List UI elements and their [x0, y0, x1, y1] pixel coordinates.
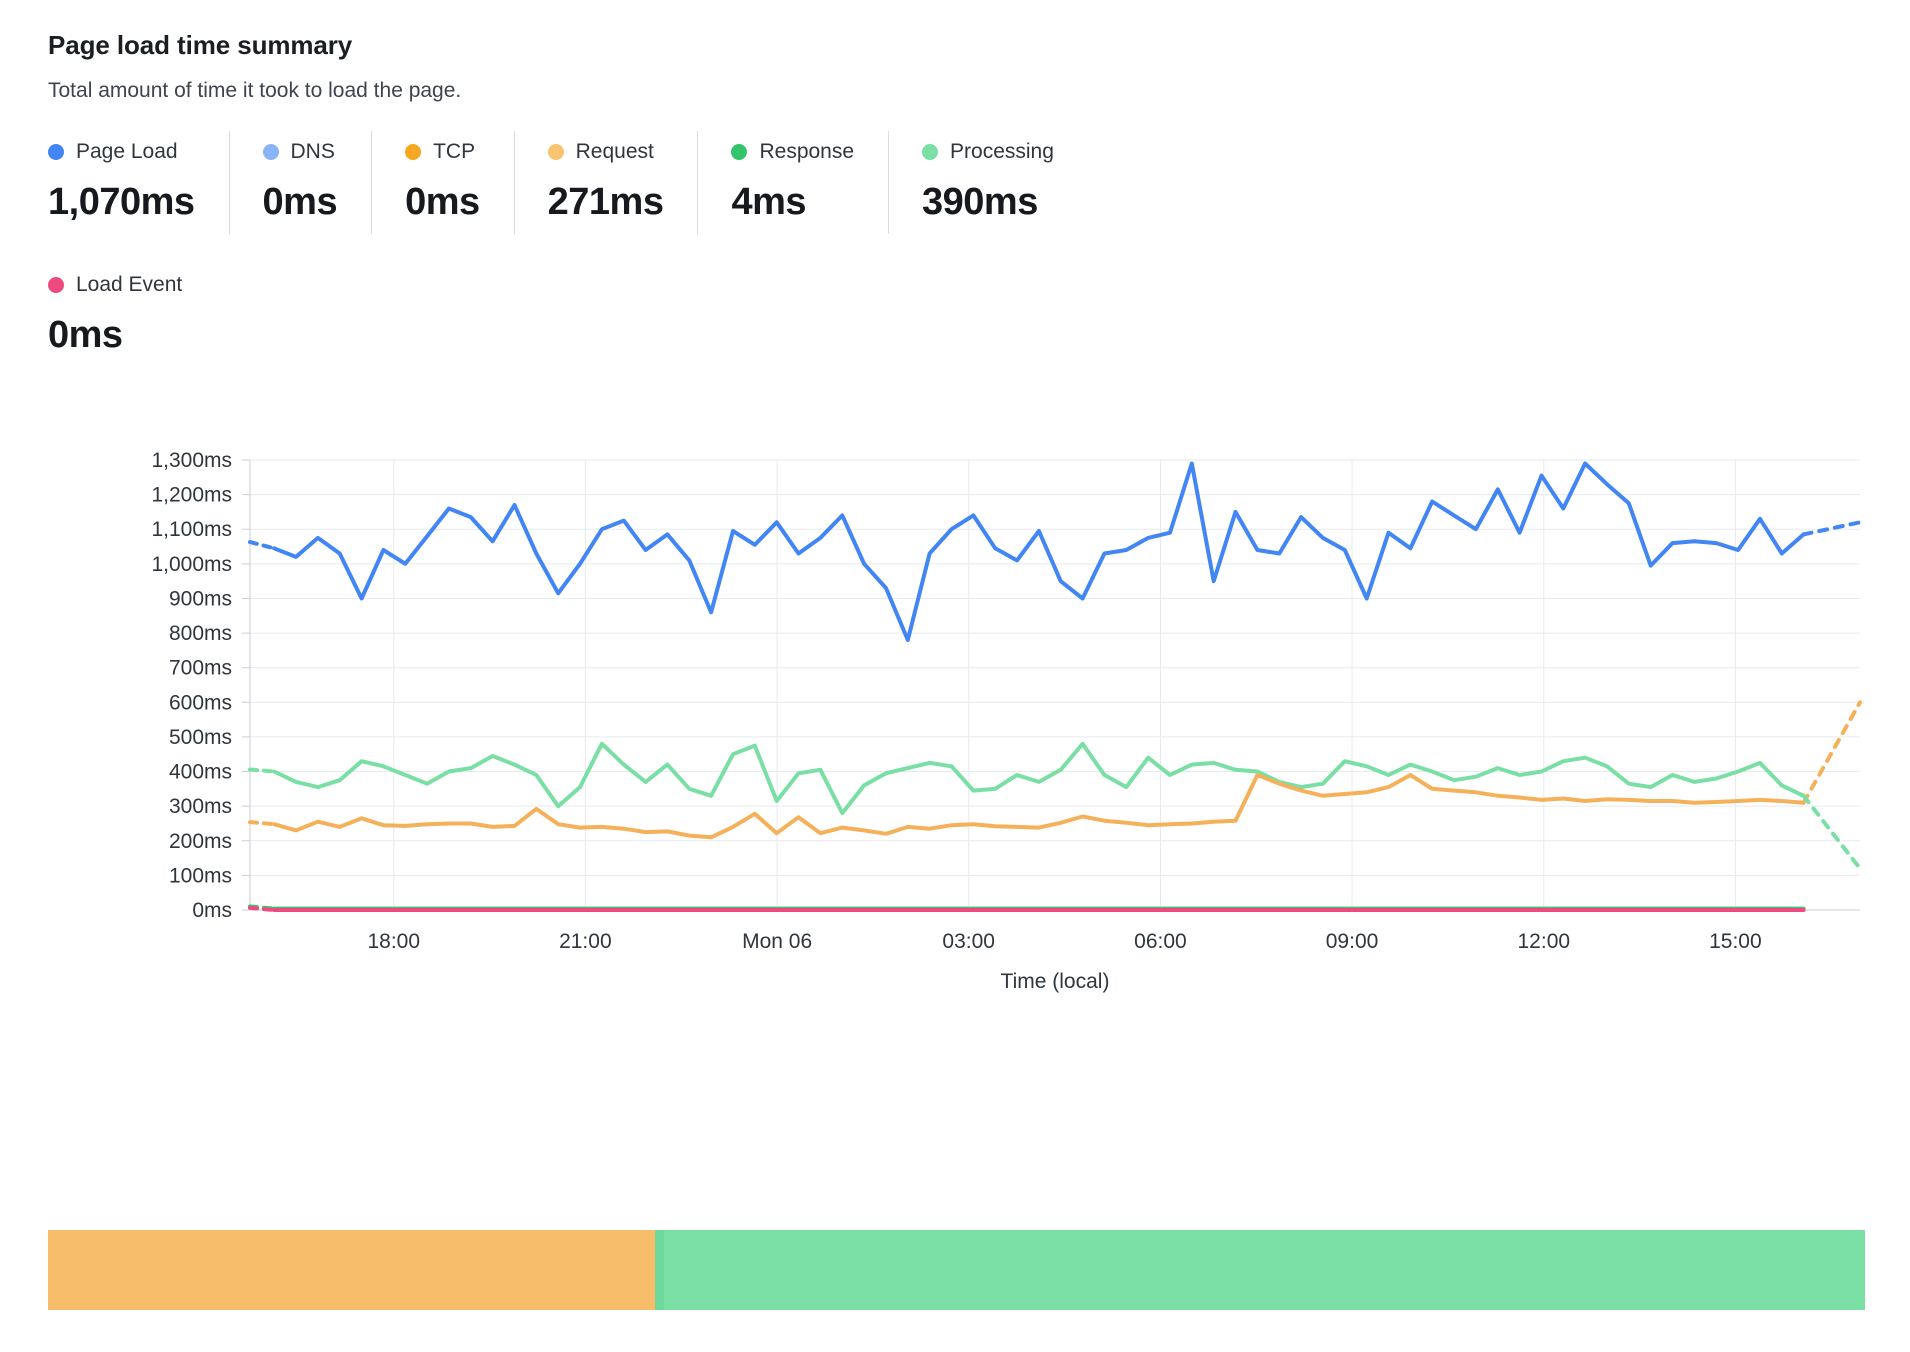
legend-dot-icon	[48, 144, 64, 160]
stat-strip: Page Load 1,070ms DNS 0ms TCP 0ms Request 271ms…	[48, 131, 1862, 238]
stat-label: DNS	[290, 140, 335, 163]
x-axis-tick-label: Mon 06	[742, 930, 812, 953]
stat-strip-row2: Load Event 0ms	[48, 270, 1862, 371]
stat-value: 1,070ms	[48, 181, 195, 223]
y-axis-tick-label: 1,100ms	[151, 518, 232, 541]
series-lead-dash	[248, 767, 277, 774]
stat-label: Page Load	[76, 140, 178, 163]
stat-processing[interactable]: Processing 390ms	[888, 131, 1088, 238]
page-title: Page load time summary	[48, 30, 353, 60]
series-projection-page-load	[1801, 520, 1862, 537]
legend-dot-icon	[547, 144, 564, 160]
y-axis-tick-label: 300ms	[169, 795, 232, 818]
legend-dot-icon	[262, 144, 279, 160]
stat-label: Load Event	[76, 273, 183, 296]
x-axis-tick-label: 06:00	[1134, 930, 1187, 953]
legend-dot-icon	[922, 144, 939, 160]
series-line-page-load	[272, 461, 1806, 642]
y-axis-tick-label: 1,000ms	[151, 553, 232, 576]
x-axis-tick-label: 18:00	[367, 930, 420, 953]
page-subtitle: Total amount of time it took to load the…	[48, 79, 462, 102]
stat-head: Response	[731, 137, 854, 167]
series-projection-processing	[1801, 793, 1862, 871]
stat-head: Load Event	[48, 270, 182, 300]
y-axis-tick-label: 700ms	[169, 657, 232, 680]
stat-request[interactable]: Request 271ms	[513, 131, 698, 238]
stat-value: 390ms	[922, 181, 1038, 223]
series-line-processing	[272, 741, 1806, 816]
x-axis-tick-label: 15:00	[1709, 930, 1762, 953]
response-segment[interactable]	[654, 1230, 664, 1310]
x-axis-tick-label: 21:00	[559, 930, 612, 953]
x-axis-tick-label: 03:00	[942, 930, 995, 953]
legend-dot-icon	[405, 144, 422, 160]
x-axis-tick-label: 12:00	[1518, 930, 1571, 953]
stat-dns[interactable]: DNS 0ms	[228, 131, 372, 238]
x-axis-tick-label: 09:00	[1326, 930, 1379, 953]
stat-label: Response	[759, 140, 855, 163]
y-axis-tick-label: 800ms	[169, 622, 232, 645]
y-axis-tick-label: 900ms	[169, 587, 232, 610]
stat-value: 0ms	[262, 181, 338, 223]
y-axis-tick-label: 100ms	[169, 864, 232, 887]
stat-value: 0ms	[405, 181, 480, 223]
series-lead-dash	[248, 820, 277, 827]
stat-value: 271ms	[547, 181, 664, 223]
stat-label: Request	[575, 140, 654, 163]
y-axis-tick-label: 200ms	[169, 830, 232, 853]
stat-head: Request	[547, 137, 664, 167]
y-axis-tick-label: 400ms	[169, 761, 232, 784]
y-axis-tick-label: 500ms	[169, 726, 232, 749]
series-line-request	[272, 773, 1806, 840]
stat-value: 4ms	[731, 181, 807, 223]
stat-value: 0ms	[48, 314, 123, 356]
series-lead-dash	[248, 540, 277, 551]
stat-response[interactable]: Response 4ms	[697, 131, 888, 238]
stat-label: Processing	[950, 140, 1054, 163]
page-load-time-chart[interactable]: 0ms 100ms 200ms 300ms 400ms 500ms 600ms 700ms 80…	[0, 430, 1910, 1000]
panel-header: Page load time summary Total amount of t…	[0, 0, 1910, 371]
stat-head: DNS	[262, 137, 338, 167]
x-axis-title: Time (local)	[1001, 970, 1110, 993]
stat-tcp[interactable]: TCP 0ms	[371, 131, 514, 238]
chart-svg: 0ms 100ms 200ms 300ms 400ms 500ms 600ms 700ms 80…	[151, 449, 1862, 993]
legend-dot-icon	[731, 144, 748, 160]
stat-head: Page Load	[48, 137, 195, 167]
series-lead-dash	[248, 905, 277, 912]
stat-load-event[interactable]: Load Event 0ms	[48, 270, 182, 371]
legend-dot-icon	[48, 277, 64, 293]
y-axis-tick-label: 0ms	[192, 899, 232, 922]
y-axis-tick-label: 600ms	[169, 691, 232, 714]
stat-label: TCP	[433, 140, 476, 163]
processing-segment[interactable]	[663, 1230, 1865, 1310]
stat-head: TCP	[405, 137, 480, 167]
y-axis-tick-label: 1,300ms	[151, 449, 232, 472]
stat-page-load[interactable]: Page Load 1,070ms	[48, 137, 229, 238]
request-segment[interactable]	[48, 1230, 655, 1310]
y-axis-tick-label: 1,200ms	[151, 484, 232, 507]
stat-head: Processing	[922, 137, 1054, 167]
series-projection-request	[1801, 700, 1862, 805]
phase-breakdown-bar[interactable]	[48, 1230, 1865, 1310]
